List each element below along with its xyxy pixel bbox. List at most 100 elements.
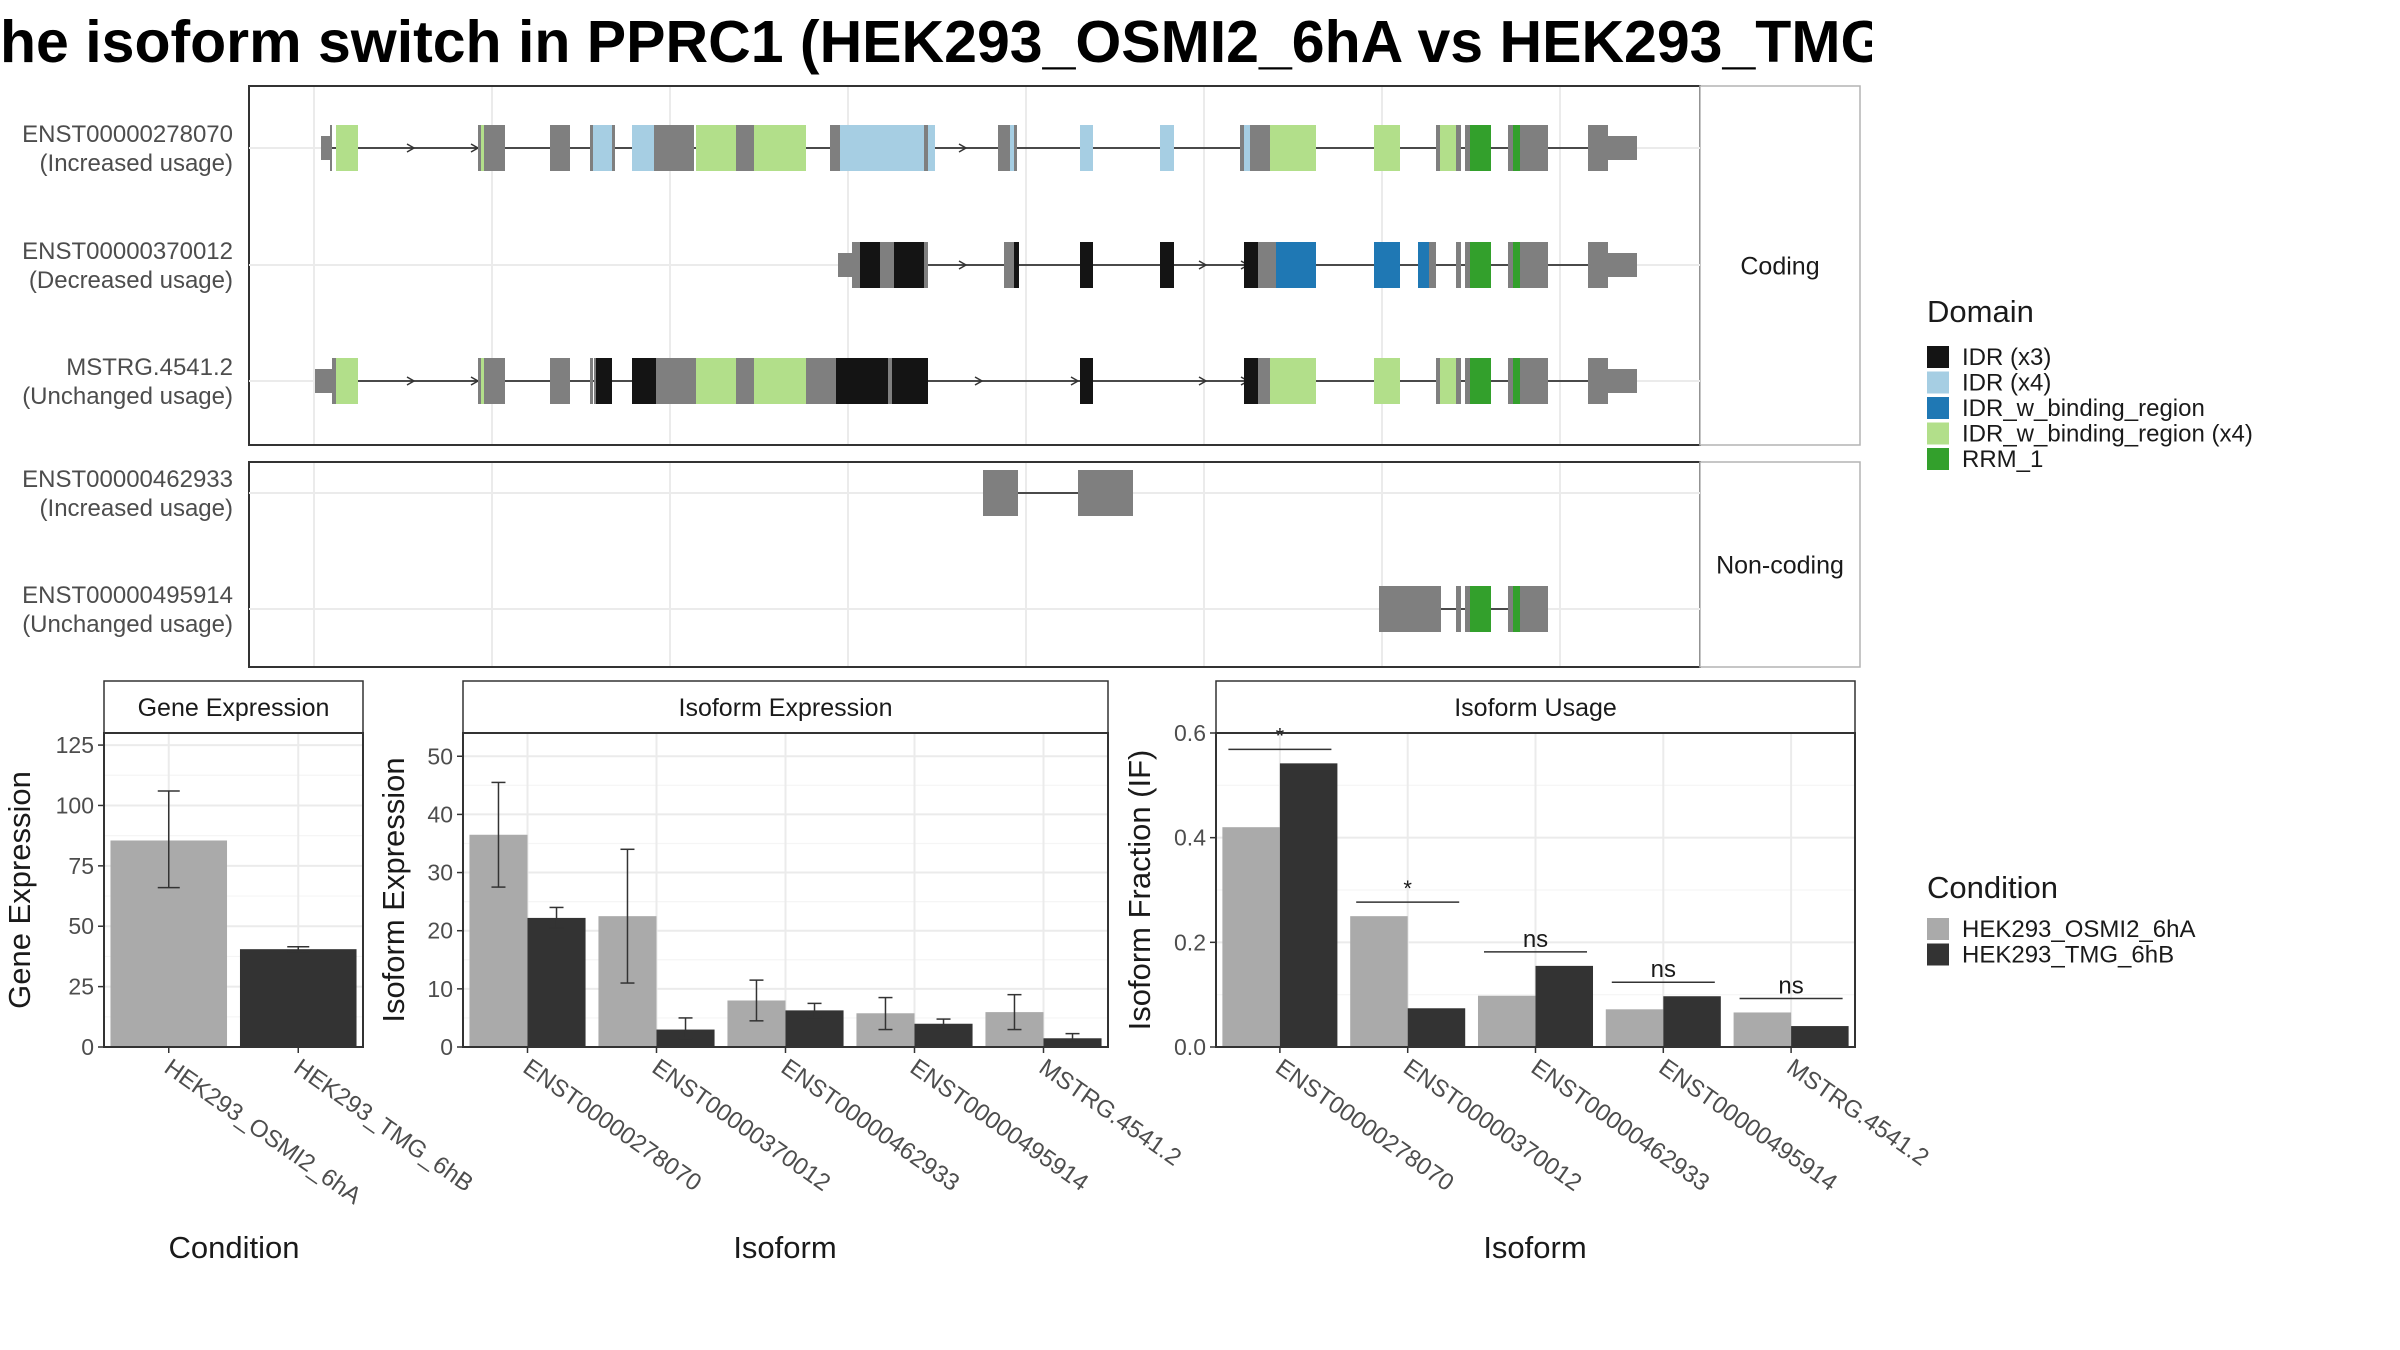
- exon-segment: [1456, 358, 1461, 404]
- bar: [1477, 995, 1536, 1047]
- y-tick-label: 25: [68, 974, 94, 1000]
- transcript-id-label: ENST00000370012: [22, 238, 233, 265]
- domain-segment: [1244, 358, 1258, 404]
- domain-legend-label: IDR_w_binding_region (x4): [1962, 421, 2253, 448]
- domain-segment: [1244, 125, 1250, 171]
- exon-segment: [478, 358, 481, 404]
- domain-segment: [1160, 242, 1174, 288]
- exon-segment: [1456, 125, 1461, 171]
- bar: [1733, 1012, 1792, 1047]
- strand-arrow: [974, 376, 984, 386]
- strand-arrow: [958, 260, 968, 270]
- y-tick-label: 100: [56, 792, 94, 818]
- y-tick-label: 10: [427, 976, 453, 1002]
- exon-segment: [1429, 242, 1436, 288]
- y-tick-label: 50: [68, 913, 94, 939]
- exon-segment: [1608, 369, 1637, 393]
- exon-segment: [594, 358, 596, 404]
- chart-0-ylabel: Gene Expression: [2, 771, 37, 1009]
- domain-segment: [632, 358, 656, 404]
- domain-segment: [1374, 358, 1400, 404]
- y-tick-label: 40: [427, 801, 453, 827]
- domain-legend-title: Domain: [1927, 294, 2034, 329]
- bar: [1605, 1009, 1664, 1047]
- domain-segment: [928, 125, 935, 171]
- bar: [1350, 916, 1408, 1047]
- transcript-usage-label: (Unchanged usage): [22, 383, 233, 410]
- domain-legend-key: [1927, 422, 1949, 445]
- exon-segment: [998, 125, 1010, 171]
- exon-segment: [1436, 125, 1440, 171]
- chart-0-border: [103, 732, 364, 1048]
- condition-legend-label: HEK293_OSMI2_6hA: [1962, 916, 2195, 943]
- exon-segment: [1465, 242, 1470, 288]
- domain-segment: [696, 125, 736, 171]
- condition-legend-key: [1927, 943, 1949, 966]
- domain-legend-label: RRM_1: [1962, 446, 2043, 473]
- exon-segment: [983, 470, 1018, 516]
- domain-segment: [1244, 242, 1258, 288]
- exon-segment: [654, 125, 692, 171]
- chart-1-ylabel: Isoform Expression: [376, 757, 411, 1022]
- condition-legend-label: HEK293_TMG_6hB: [1962, 942, 2174, 969]
- exon-segment: [1258, 242, 1276, 288]
- transcript-id-label: ENST00000495914: [22, 582, 233, 609]
- exon-segment: [1014, 125, 1017, 171]
- domain-segment: [596, 358, 612, 404]
- domain-segment: [1513, 125, 1520, 171]
- exon-segment: [924, 125, 928, 171]
- exon-segment: [1465, 358, 1470, 404]
- domain-segment: [1276, 242, 1316, 288]
- y-tick-label: 0: [81, 1034, 94, 1060]
- domain-legend-key: [1927, 346, 1949, 368]
- transcript-id-label: MSTRG.4541.2: [66, 354, 233, 381]
- y-tick-label: 0: [440, 1034, 453, 1060]
- domain-segment: [1513, 586, 1520, 632]
- transcript-usage-label: (Decreased usage): [29, 267, 233, 294]
- transcript-usage-label: (Unchanged usage): [22, 611, 233, 638]
- domain-segment: [1513, 358, 1520, 404]
- exon-segment: [484, 358, 505, 404]
- exon-segment: [330, 125, 332, 171]
- exon-segment: [590, 125, 593, 171]
- exon-segment: [1520, 586, 1540, 632]
- y-tick-label: 0.4: [1174, 825, 1206, 851]
- strand-arrow: [406, 143, 416, 153]
- domain-segment: [1418, 242, 1429, 288]
- y-tick-label: 50: [427, 743, 453, 769]
- condition-legend-key: [1927, 918, 1949, 940]
- exon-segment: [1465, 586, 1470, 632]
- domain-segment: [1470, 586, 1491, 632]
- noncoding-strip-label: Non-coding: [1716, 552, 1844, 580]
- chart-0-title: Gene Expression: [138, 694, 330, 722]
- significance-label: *: [1276, 723, 1285, 748]
- bar: [1043, 1038, 1102, 1047]
- exon-segment: [332, 358, 336, 404]
- exon-segment: [1588, 242, 1608, 288]
- transcript-usage-label: (Increased usage): [40, 495, 233, 522]
- exon-segment: [1465, 125, 1470, 171]
- domain-segment: [860, 242, 880, 288]
- strand-arrow: [1070, 376, 1080, 386]
- domain-legend-label: IDR (x3): [1962, 344, 2051, 371]
- domain-legend-key: [1927, 448, 1949, 470]
- exon-segment: [888, 358, 892, 404]
- coding-strip: [1699, 85, 1861, 446]
- domain-segment: [754, 125, 806, 171]
- exon-segment: [315, 369, 332, 393]
- domain-segment: [1080, 125, 1093, 171]
- y-tick-label: 0.2: [1174, 929, 1206, 955]
- chart-1-xlabel: Isoform: [733, 1230, 836, 1265]
- exon-segment: [1520, 358, 1548, 404]
- exon-segment: [1508, 586, 1513, 632]
- domain-segment: [336, 125, 358, 171]
- significance-label: ns: [1651, 956, 1676, 983]
- exon-segment: [806, 358, 830, 404]
- exon-segment: [1078, 470, 1133, 516]
- domain-segment: [840, 125, 924, 171]
- chart-2-strip: [1215, 680, 1856, 734]
- significance-label: *: [1403, 876, 1412, 901]
- strand-arrow: [406, 376, 416, 386]
- domain-segment: [754, 358, 806, 404]
